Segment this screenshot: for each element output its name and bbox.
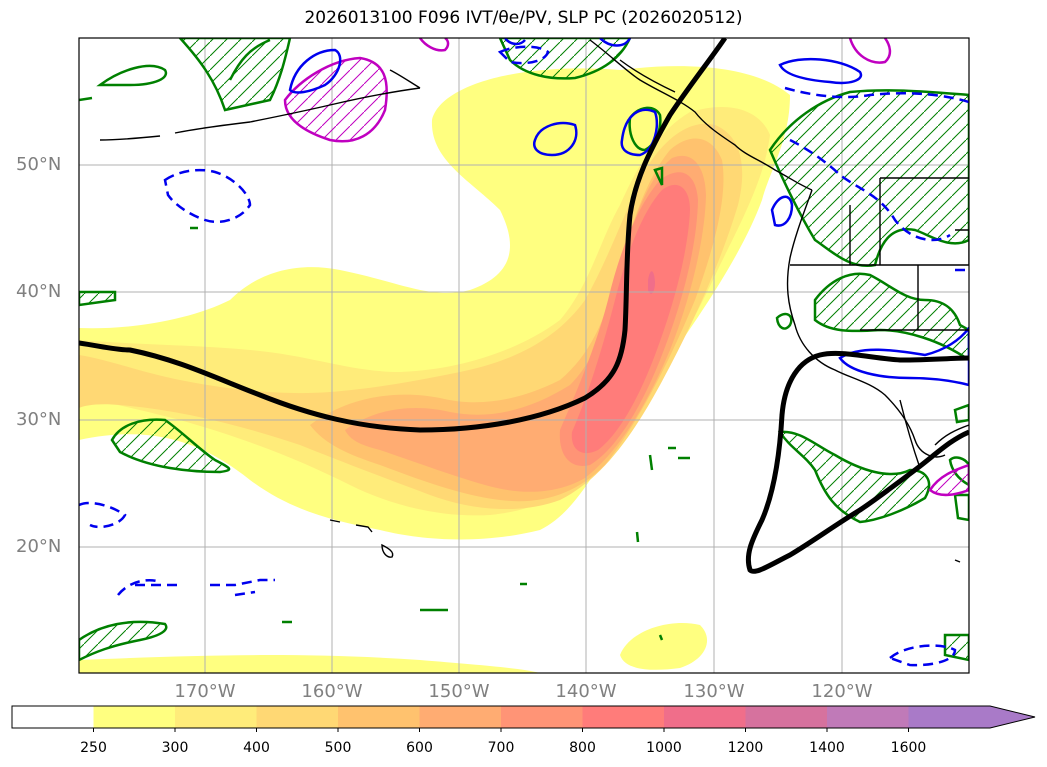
colorbar-tick-label: 250 [80, 740, 107, 756]
colorbar-tick-label: 1400 [809, 740, 845, 756]
colorbar-outline [11, 705, 1036, 729]
lon-label-150w: 150°W [428, 681, 490, 702]
colorbar-segment [93, 706, 175, 728]
colorbar-tick-label: 700 [487, 740, 515, 756]
pv-negative-contours [79, 45, 969, 667]
lon-label-170w: 170°W [174, 681, 236, 702]
theta-e-region-ne [768, 89, 969, 268]
colorbar-tick-label: 600 [406, 740, 433, 756]
pv-region-north [283, 56, 388, 143]
colorbar-extend-arrow [908, 706, 1035, 728]
pv-region-south [928, 463, 969, 497]
colorbar-segment [338, 706, 420, 728]
lon-label-120w: 120°W [811, 681, 873, 702]
colorbar-segment [256, 706, 338, 728]
lat-label-30n: 30°N [16, 409, 62, 430]
ivt-band-1000 [648, 271, 655, 294]
lon-label-140w: 140°W [555, 681, 617, 702]
theta-e-region-sw [79, 620, 168, 662]
coastlines [99, 39, 969, 563]
slp-contour-main [79, 38, 728, 433]
lon-label-130w: 130°W [683, 681, 745, 702]
lon-label-160w: 160°W [301, 681, 363, 702]
colorbar-segment [827, 706, 909, 728]
contours [79, 38, 969, 667]
lat-label-50n: 50°N [16, 154, 62, 175]
colorbar-tick-label: 1200 [727, 740, 764, 756]
figure-title: 2026013100 F096 IVT/θe/PV, SLP PC (20260… [304, 8, 743, 28]
colorbar-segment [419, 706, 501, 728]
theta-e-region-se-corner [943, 633, 969, 662]
colorbar-tick-label: 1600 [890, 740, 927, 756]
colorbar-tick-label: 300 [161, 740, 189, 756]
colorbar [11, 705, 1036, 732]
ivt-band-250-south [79, 655, 540, 673]
colorbar-segment [664, 706, 746, 728]
theta-e-region-subtropical [110, 418, 231, 474]
colorbar-tick-label: 800 [569, 740, 596, 756]
slp-contour-loop [745, 350, 969, 574]
theta-e-region-sw-coast [813, 272, 969, 362]
colorbar-segment [175, 706, 257, 728]
theta-e-region-baja [777, 430, 931, 524]
lat-label-20n: 20°N [16, 536, 62, 557]
colorbar-tick-label: 1000 [646, 740, 682, 756]
theta-e-region-nw [178, 38, 292, 112]
colorbar-segment [501, 706, 583, 728]
pv-positive-contours [288, 38, 969, 387]
theta-e-region-west [79, 290, 117, 307]
colorbar-segment [745, 706, 827, 728]
colorbar-tick-label: 400 [243, 740, 270, 756]
colorbar-tick-label: 500 [324, 740, 352, 756]
colorbar-segment [582, 706, 664, 728]
plot-frame [78, 37, 970, 674]
ivt-shading [79, 66, 790, 673]
pv-contours [418, 38, 892, 64]
lat-label-40n: 40°N [16, 281, 62, 302]
ivt-band-250-south2 [620, 623, 708, 670]
colorbar-segment-below [12, 706, 94, 728]
